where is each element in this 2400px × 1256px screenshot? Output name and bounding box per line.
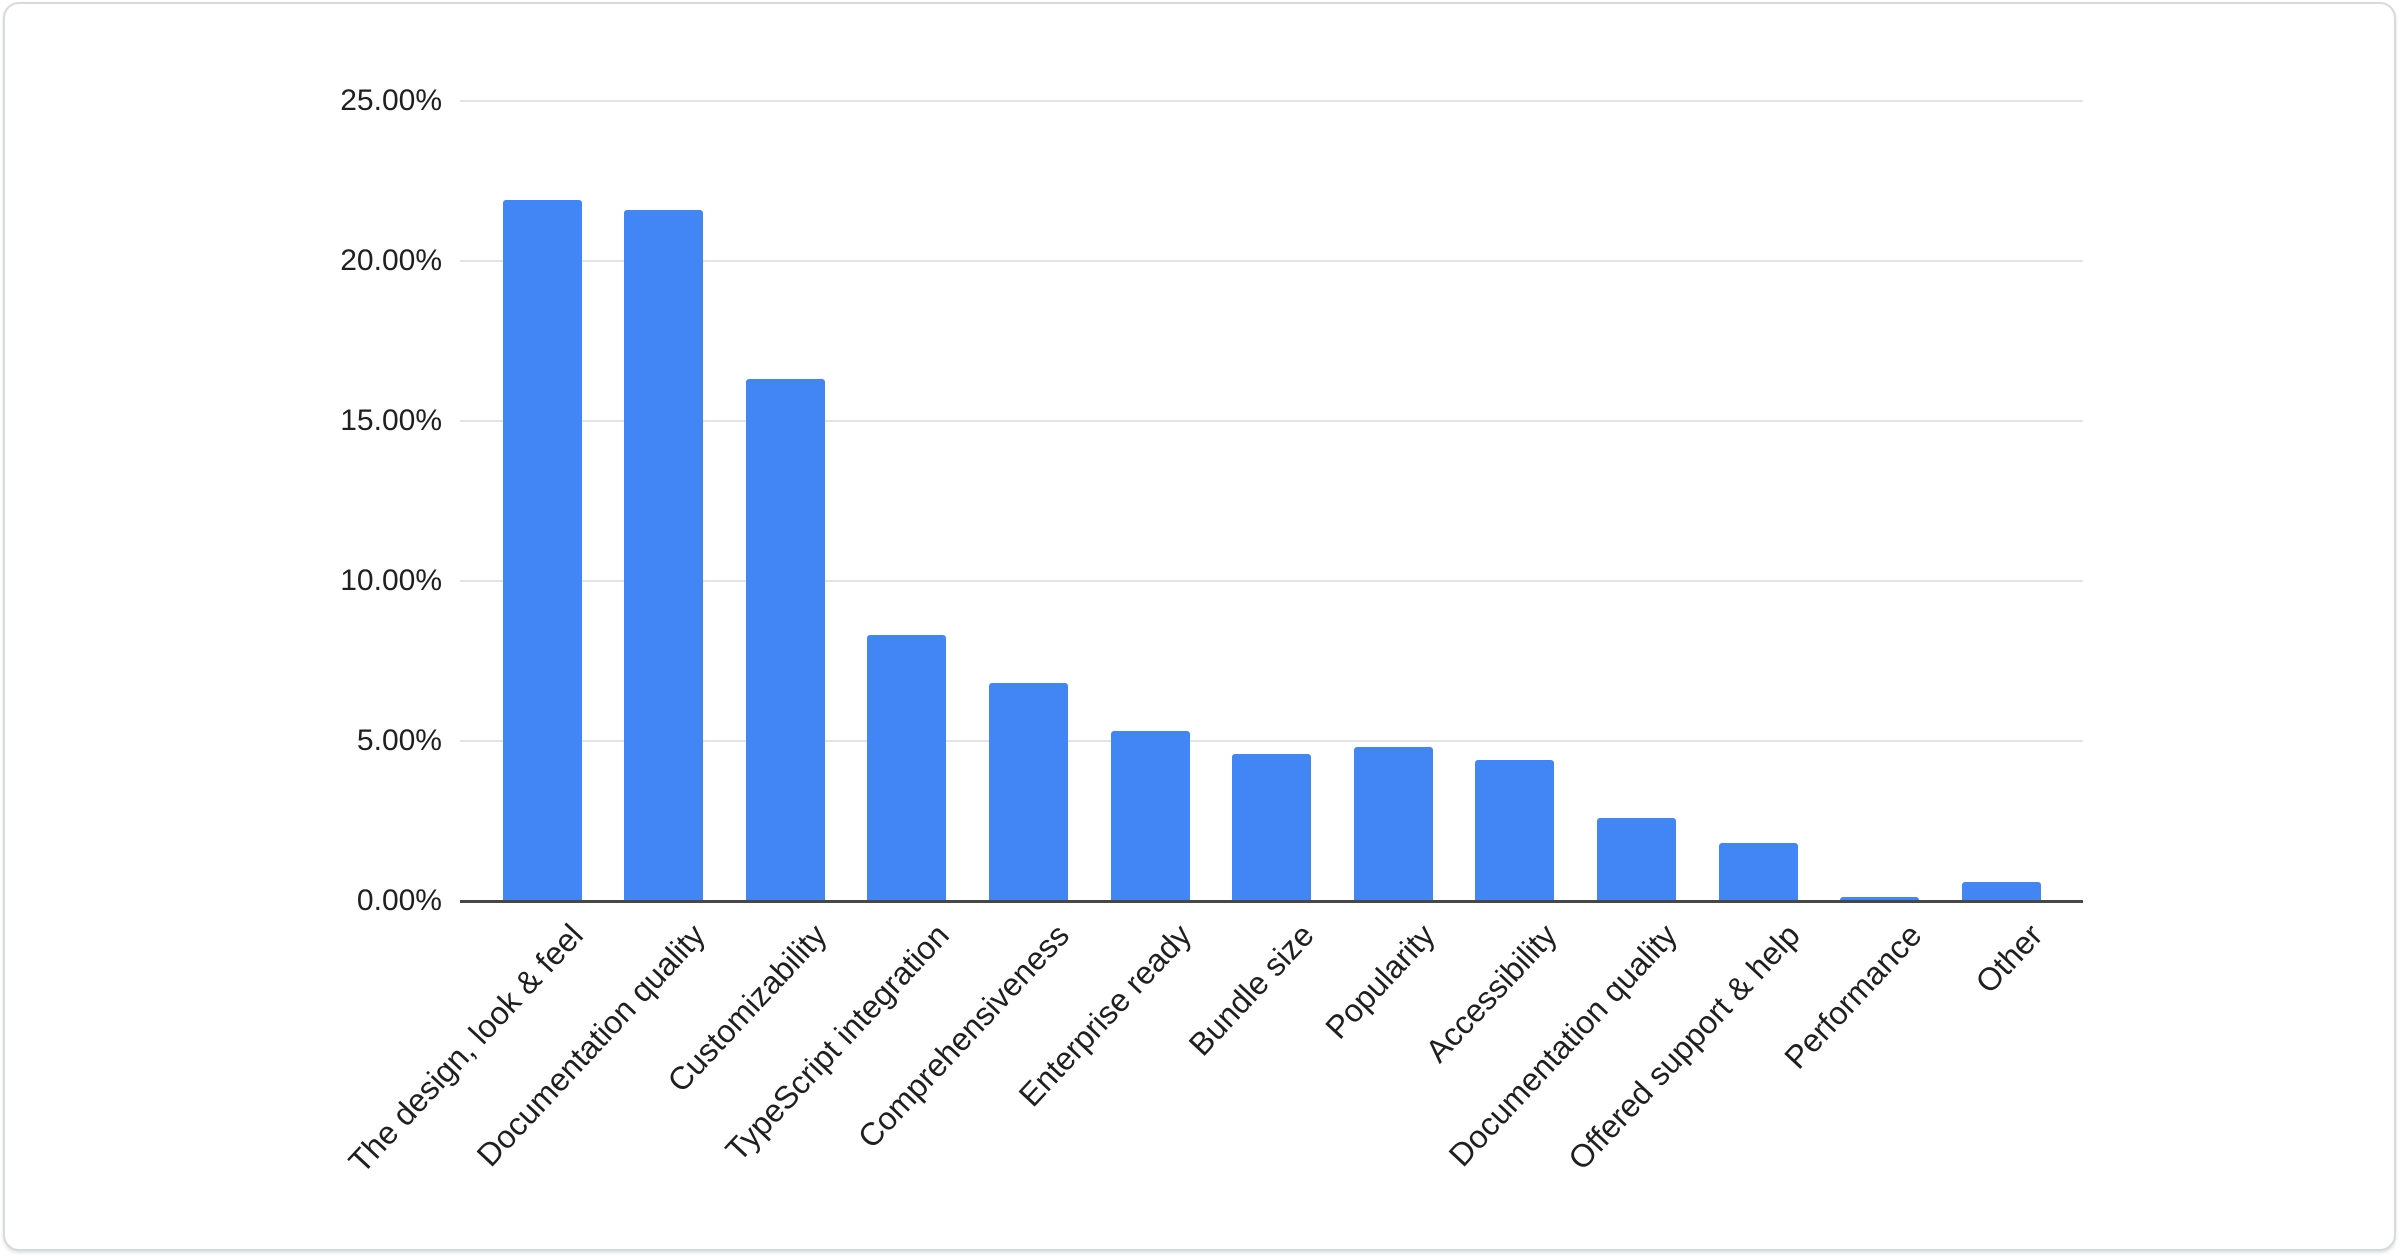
x-axis-category-label-text: Documentation quality [470, 917, 713, 1174]
bar[interactable] [503, 200, 582, 901]
x-axis-category-label-text: Popularity [1317, 917, 1442, 1046]
bar[interactable] [1475, 760, 1554, 901]
bar[interactable] [989, 683, 1068, 901]
gridline [460, 260, 2083, 262]
bar[interactable] [746, 379, 825, 901]
bar[interactable] [867, 635, 946, 901]
bar[interactable] [1962, 882, 2041, 901]
y-axis-tick-label: 0.00% [356, 884, 442, 917]
x-axis-category-label-text: Documentation quality [1442, 917, 1685, 1174]
bar[interactable] [1111, 731, 1190, 901]
x-axis-category-label-text: Offered support & help [1560, 917, 1807, 1177]
x-axis-category-label-text: Other [1968, 917, 2050, 1001]
x-axis-line [460, 900, 2083, 903]
x-axis-category-label-text: Comprehensiveness [851, 917, 1077, 1155]
bar[interactable] [624, 210, 703, 901]
bar[interactable] [1354, 747, 1433, 901]
y-axis-tick-label: 20.00% [340, 244, 442, 277]
bar[interactable] [1719, 843, 1798, 901]
bar[interactable] [1597, 818, 1676, 901]
gridline [460, 420, 2083, 422]
y-axis-tick-label: 5.00% [356, 724, 442, 757]
gridline [460, 740, 2083, 742]
gridline [460, 580, 2083, 582]
y-axis-tick-label: 25.00% [340, 84, 442, 117]
y-axis-tick-label: 15.00% [340, 404, 442, 437]
x-axis-category-label-text: TypeScript integration [717, 917, 956, 1168]
bar-chart: 25.00% 20.00% 15.00% 10.00% 5.00% 0.00% The de… [5, 4, 2394, 1249]
chart-card: 25.00% 20.00% 15.00% 10.00% 5.00% 0.00% The de… [3, 2, 2396, 1251]
gridline [460, 100, 2083, 102]
bar[interactable] [1840, 897, 1919, 901]
x-axis-category-label-text: The design, look & feel [341, 917, 591, 1180]
bar[interactable] [1232, 754, 1311, 901]
x-axis-category-label-text: Bundle size [1181, 917, 1321, 1063]
y-axis-tick-label: 10.00% [340, 564, 442, 597]
